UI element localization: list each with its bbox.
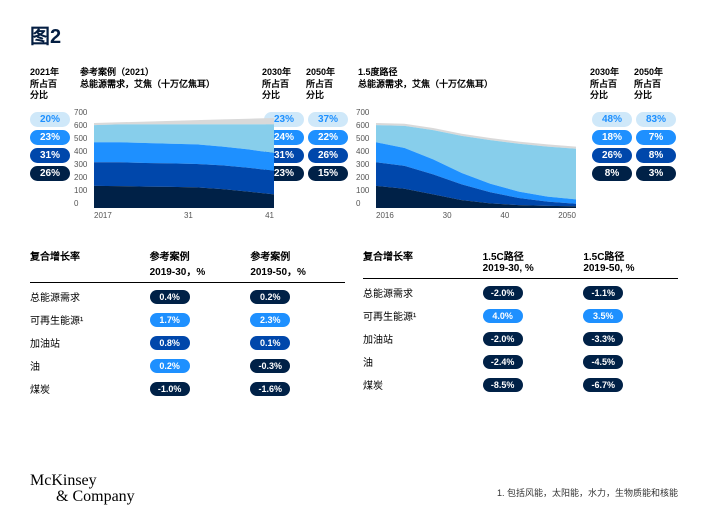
table-row: 加油站0.8%0.1% [30,335,345,350]
share-pill: 37% [308,112,348,127]
cagr-pill: 3.5% [583,309,623,323]
table-row: 加油站-2.0%-3.3% [363,331,678,346]
chart-1p5: 7006005004003002001000 201630402050 [358,108,590,218]
hdr-2021-title: 2021年 [30,67,76,79]
cagr-pill: -0.3% [250,359,290,373]
footnote: 1. 包括风能，太阳能，水力，生物质能和核能 [497,486,678,499]
table-row: 总能源需求0.4%0.2% [30,289,345,304]
share-pill: 83% [636,112,676,127]
share-pill: 22% [308,130,348,145]
th-c0: 复合增长率 [30,248,144,278]
cagr-pill: 0.1% [250,336,290,350]
cagr-pill: 0.2% [150,359,190,373]
hdr-mid-l1: 参考案例（2021） [80,67,262,79]
chart-reference: 7006005004003002001000 20173141 [76,108,262,218]
cagr-pill: -1.1% [583,286,623,300]
share-pill: 8% [592,166,632,181]
panel-1p5: 1.5度路径 总能源需求，艾焦（十万亿焦耳） 2030年 所占百 分比 2050… [358,67,678,218]
cagr-pill: 0.8% [150,336,190,350]
cagr-pill: -3.3% [583,332,623,346]
share-pill: 7% [636,130,676,145]
hdr-2021-s1: 所占百 [30,79,76,91]
cagr-pill: -2.0% [483,286,523,300]
share-pill: 3% [636,166,676,181]
cagr-pill: -6.7% [583,378,623,392]
table-1p5: 复合增长率 1.5C路径2019-30, % 1.5C路径2019-50, % … [363,248,678,404]
cagr-pill: -2.0% [483,332,523,346]
hdr-2030-title: 2030年 [262,67,306,79]
table-row: 油-2.4%-4.5% [363,354,678,369]
share-pill: 31% [30,148,70,163]
cagr-pill: -1.0% [150,382,190,396]
share-pill: 8% [636,148,676,163]
share-pill: 15% [308,166,348,181]
cagr-pill: 0.2% [250,290,290,304]
figure-title: 图2 [30,20,678,49]
cagr-pill: -2.4% [483,355,523,369]
share-pill: 26% [30,166,70,181]
mckinsey-logo: McKinsey & Company [30,473,135,505]
share-pill: 18% [592,130,632,145]
table-row: 可再生能源¹1.7%2.3% [30,312,345,327]
panel-reference: 2021年 所占百 分比 参考案例（2021） 总能源需求，艾焦（十万亿焦耳） … [30,67,350,218]
hdr-2021-s2: 分比 [30,90,76,102]
cagr-pill: 1.7% [150,313,190,327]
area-series [94,118,274,125]
table-row: 煤炭-8.5%-6.7% [363,377,678,392]
pills-2030-r: 48% 18% 26% 8% [590,108,634,181]
table-row: 煤炭-1.0%-1.6% [30,381,345,396]
cagr-pill: -4.5% [583,355,623,369]
share-pill: 26% [592,148,632,163]
pills-2021: 20% 23% 31% 26% [30,108,76,181]
share-pill: 26% [308,148,348,163]
hdr-mid-l2: 总能源需求，艾焦（十万亿焦耳） [80,79,262,91]
cagr-pill: -8.5% [483,378,523,392]
cagr-pill: 2.3% [250,313,290,327]
pills-2050-r: 83% 7% 8% 3% [634,108,678,181]
share-pill: 20% [30,112,70,127]
hdr-mid-r1: 1.5度路径 [358,67,590,79]
cagr-pill: 4.0% [483,309,523,323]
cagr-pill: 0.4% [150,290,190,304]
hdr-mid-r2: 总能源需求，艾焦（十万亿焦耳） [358,79,590,91]
table-row: 油0.2%-0.3% [30,358,345,373]
share-pill: 23% [30,130,70,145]
table-row: 可再生能源¹4.0%3.5% [363,308,678,323]
chart-panels: 2021年 所占百 分比 参考案例（2021） 总能源需求，艾焦（十万亿焦耳） … [30,67,678,218]
table-reference: 复合增长率 参考案例2019-30，% 参考案例2019-50，% 总能源需求0… [30,248,345,404]
pills-2050-l: 37% 22% 26% 15% [306,108,350,181]
cagr-pill: -1.6% [250,382,290,396]
hdr-2050-title: 2050年 [306,67,350,79]
cagr-tables: 复合增长率 参考案例2019-30，% 参考案例2019-50，% 总能源需求0… [30,248,678,404]
table-row: 总能源需求-2.0%-1.1% [363,285,678,300]
share-pill: 48% [592,112,632,127]
